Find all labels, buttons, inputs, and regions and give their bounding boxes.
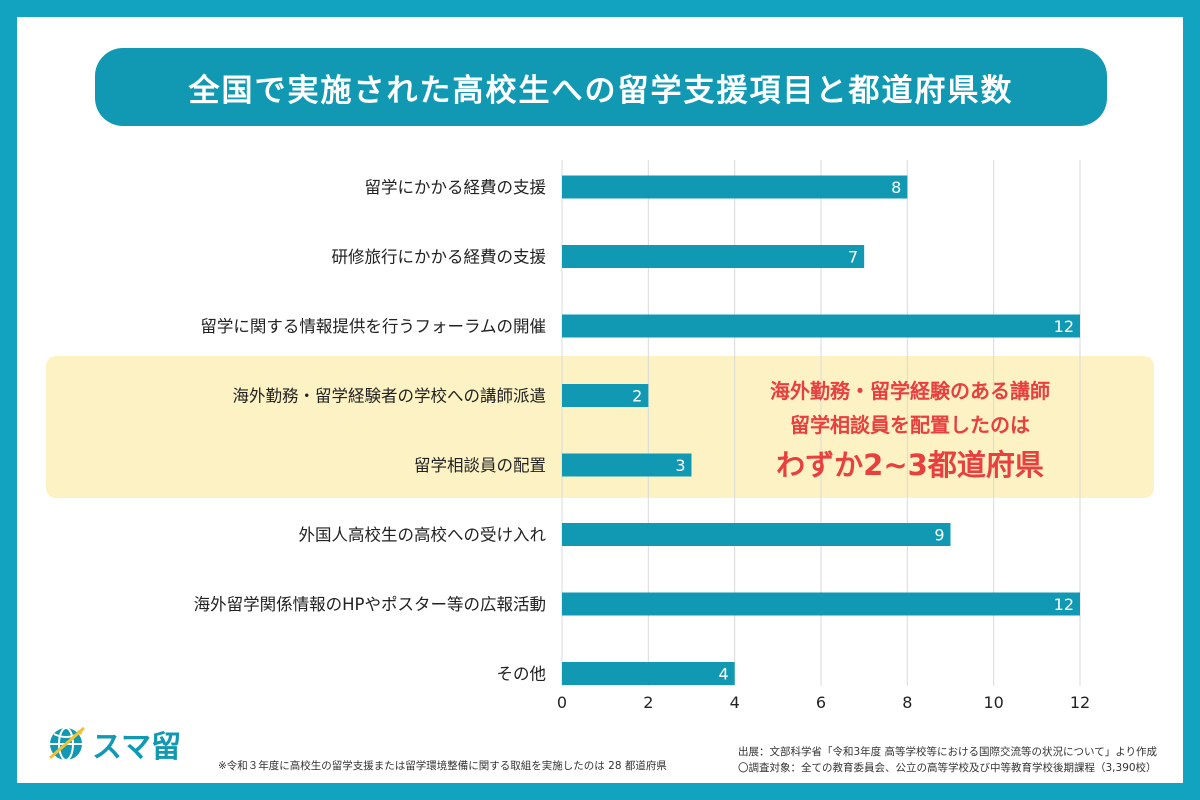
logo-text: スマ留 bbox=[92, 730, 182, 765]
x-tick-label-2: 4 bbox=[730, 693, 740, 712]
bar-value-label-4: 3 bbox=[675, 456, 685, 475]
callout-annotation: 海外勤務・留学経験のある講師 留学相談員を配置したのは わずか2~3都道府県 bbox=[720, 374, 1100, 488]
category-label-5: 外国人高校生の高校への受け入れ bbox=[299, 526, 547, 545]
x-tick-label-5: 10 bbox=[983, 693, 1003, 712]
bar-value-label-2: 12 bbox=[1054, 317, 1074, 336]
bar-value-label-6: 12 bbox=[1054, 595, 1074, 614]
bar-5 bbox=[562, 523, 951, 546]
bar-value-label-7: 4 bbox=[718, 665, 728, 684]
callout-line-1: 海外勤務・留学経験のある講師 bbox=[770, 379, 1050, 403]
footnote: ※令和３年度に高校生の留学支援または留学環境整備に関する取組を実施したのは 28… bbox=[218, 760, 667, 772]
chart-title: 全国で実施された高校生への留学支援項目と都道府県数 bbox=[188, 72, 1014, 109]
x-tick-label-4: 8 bbox=[902, 693, 912, 712]
source-line-2: 〇調査対象：全ての教育委員会、公立の高等学校及び中等教育学校後期課程（3,390… bbox=[738, 762, 1157, 774]
bar-4 bbox=[562, 453, 692, 477]
bar-2 bbox=[562, 314, 1080, 338]
x-tick-label-3: 6 bbox=[816, 693, 826, 712]
globe-icon bbox=[49, 726, 85, 761]
bar-value-label-0: 8 bbox=[891, 178, 901, 197]
category-label-1: 研修旅行にかかる経費の支援 bbox=[332, 248, 547, 267]
bar-3 bbox=[562, 384, 649, 407]
source-note: 出展：文部科学省「令和3年度 高等学校等における国際交流等の状況について」より作… bbox=[738, 744, 1157, 776]
title-banner: 全国で実施された高校生への留学支援項目と都道府県数 bbox=[95, 48, 1107, 126]
callout-line-3: わずか2~3都道府県 bbox=[776, 448, 1044, 482]
category-label-2: 留学に関する情報提供を行うフォーラムの開催 bbox=[200, 317, 546, 336]
bar-value-label-3: 2 bbox=[632, 387, 642, 406]
x-tick-label-0: 0 bbox=[557, 693, 567, 712]
callout-line-2: 留学相談員を配置したのは bbox=[790, 413, 1030, 437]
category-label-3: 海外勤務・留学経験者の学校への講師派遣 bbox=[233, 387, 547, 406]
x-tick-label-1: 2 bbox=[643, 693, 653, 712]
category-label-4: 留学相談員の配置 bbox=[414, 456, 546, 475]
bar-1 bbox=[562, 245, 865, 268]
category-label-6: 海外留学関係情報のHPやポスター等の広報活動 bbox=[194, 595, 546, 614]
brand-logo: スマ留 bbox=[46, 722, 181, 766]
bar-7 bbox=[562, 662, 735, 685]
x-tick-label-6: 12 bbox=[1070, 693, 1090, 712]
bar-0 bbox=[562, 175, 908, 199]
bar-value-label-5: 9 bbox=[934, 526, 944, 545]
bar-6 bbox=[562, 592, 1080, 616]
bar-value-label-1: 7 bbox=[848, 248, 858, 267]
source-line-1: 出展：文部科学省「令和3年度 高等学校等における国際交流等の状況について」より作… bbox=[738, 746, 1157, 758]
category-label-0: 留学にかかる経費の支援 bbox=[365, 178, 547, 197]
category-label-7: その他 bbox=[497, 665, 547, 684]
